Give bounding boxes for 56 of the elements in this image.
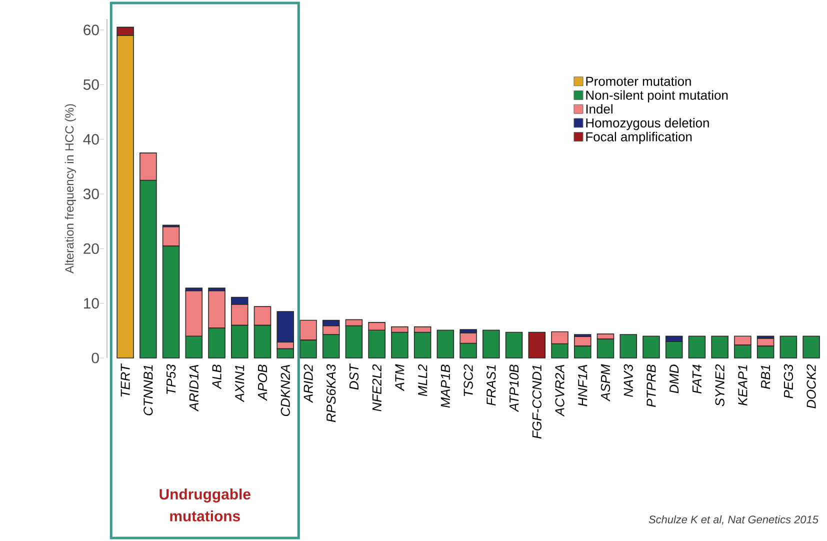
x-tick-label: RB1 <box>761 365 770 389</box>
x-tick-label: CDKN2A <box>280 364 290 416</box>
x-tick-label: ARID2 <box>304 364 313 403</box>
bar <box>482 330 500 358</box>
text: Schulze K et al, Nat Genetics 2015 <box>648 515 818 525</box>
x-tick-label: FAT4 <box>692 364 702 394</box>
x-tick-label: DST <box>349 363 359 390</box>
x-tick-label: DOCK2 <box>806 364 816 408</box>
x-tick-label: DMD <box>670 364 679 394</box>
bar <box>620 334 637 358</box>
x-tick-label: MLL2 <box>418 364 428 396</box>
bar <box>642 336 660 358</box>
legend-label: Homozygous deletion <box>586 118 709 130</box>
bar <box>802 336 820 358</box>
x-tick-label: ATM <box>395 364 404 392</box>
y-tick-label: 30 <box>83 188 99 200</box>
bar <box>711 336 728 358</box>
x-tick-label: KEAP1 <box>738 365 748 406</box>
x-tick-label: PTPRB <box>646 364 656 407</box>
x-tick-label: TP53 <box>166 364 176 394</box>
legend-label: Indel <box>586 104 612 114</box>
bar <box>505 332 523 358</box>
x-tick-label: FRAS1 <box>486 365 496 406</box>
y-tick-label: 20 <box>84 243 99 254</box>
x-tick-label: RPS6KA3 <box>326 364 336 422</box>
legend-label: Promoter mutation <box>586 76 691 86</box>
y-tick-label: 40 <box>83 134 99 145</box>
bar <box>436 330 454 358</box>
x-tick-label: CTNNB1 <box>144 365 153 416</box>
x-tick-label: APOB <box>258 364 268 401</box>
x-tick-label: AXIN1 <box>235 365 244 402</box>
text: Undruggable mutations <box>160 488 250 522</box>
x-tick-label: NFE2L2 <box>372 364 382 412</box>
legend-label: Non-silent point mutation <box>586 90 728 102</box>
bar <box>780 336 798 358</box>
x-tick-label: HNF1A <box>578 364 588 406</box>
bar <box>688 336 706 358</box>
legend-label: Focal amplification <box>586 132 692 144</box>
y-tick-label: 10 <box>84 298 99 309</box>
y-tick-label: 0 <box>92 352 99 364</box>
x-tick-label: ARID1A <box>189 364 198 412</box>
x-tick-label: ACVR2A <box>555 364 564 417</box>
x-tick-label: TSC2 <box>464 364 473 396</box>
y-tick-label: 60 <box>84 24 99 36</box>
bar <box>528 332 546 358</box>
x-tick-label: PEG3 <box>784 364 794 398</box>
x-tick-label: ALB <box>212 364 222 390</box>
x-tick-label: MAP1B <box>440 364 450 408</box>
y-axis-title: Alteration frequency in HCC (%) <box>64 104 76 274</box>
x-tick-label: SYNE2 <box>715 364 724 406</box>
y-tick-label: 50 <box>83 79 99 90</box>
x-tick-label: TERT <box>120 363 130 397</box>
x-tick-label: ASPM <box>600 364 610 402</box>
x-tick-label: FGF-CCND1 <box>532 365 542 439</box>
x-tick-label: ATP10B <box>509 364 519 412</box>
x-tick-label: NAV3 <box>624 364 633 397</box>
